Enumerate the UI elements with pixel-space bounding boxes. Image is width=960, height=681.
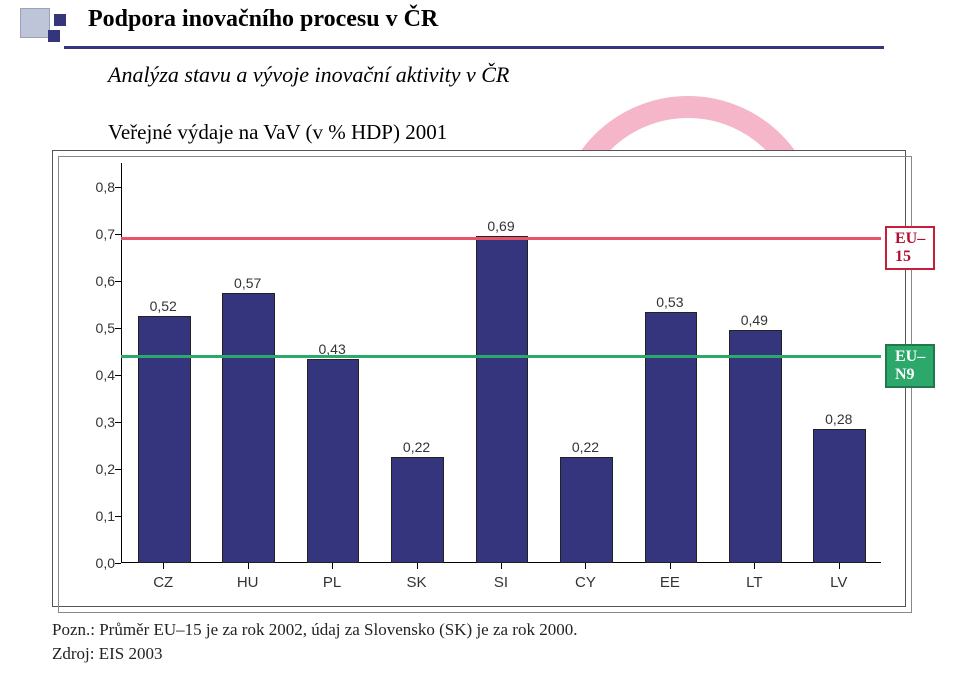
x-tick [670,563,671,569]
x-tick [754,563,755,569]
bar-EE [645,312,698,563]
x-tick-label: LT [746,574,762,591]
reference-label-EU–15: EU–15 [885,226,935,270]
x-tick-label: EE [660,574,680,591]
x-tick-label: LV [830,574,847,591]
reference-label-EU–N9: EU–N9 [885,344,935,388]
bar-value-label: 0,22 [572,439,599,455]
y-tick-label: 0,0 [79,555,115,571]
y-tick-label: 0,1 [79,508,115,524]
bar-value-label: 0,28 [825,411,852,427]
x-tick [332,563,333,569]
bar-SK [391,457,444,563]
chart-plot-area: 0,00,10,20,30,40,50,60,70,80,52CZ0,57HU0… [121,163,881,563]
reference-line-EU–N9 [121,355,881,358]
x-tick-label: CY [575,574,596,591]
y-tick [115,516,121,517]
bar-CY [560,457,613,563]
y-tick-label: 0,4 [79,367,115,383]
x-tick-label: HU [237,574,259,591]
source: Zdroj: EIS 2003 [52,644,163,664]
chart-title: Veřejné výdaje na VaV (v % HDP) 2001 [108,120,447,145]
bar-value-label: 0,69 [487,218,514,234]
y-tick [115,234,121,235]
x-tick-label: SI [494,574,508,591]
reference-line-EU–15 [121,237,881,240]
bar-value-label: 0,52 [150,298,177,314]
bar-LV [813,429,866,563]
bar-LT [729,330,782,563]
deco-square-small-1 [54,14,66,26]
y-tick [115,422,121,423]
page-title: Podpora inovačního procesu v ČR [88,6,438,33]
y-tick-label: 0,8 [79,179,115,195]
y-tick [115,563,121,564]
x-tick-label: PL [323,574,341,591]
x-tick-label: SK [407,574,427,591]
y-tick-label: 0,7 [79,226,115,242]
y-tick-label: 0,2 [79,461,115,477]
subtitle: Analýza stavu a vývoje inovační aktivity… [108,62,509,88]
y-tick [115,469,121,470]
y-tick-label: 0,5 [79,320,115,336]
y-tick-label: 0,3 [79,414,115,430]
bar-HU [222,293,275,563]
chart-frame: 0,0 0,1 0,2 0,3 0,4 0,5 0,6 0,7 0,8 0,52 CZ 0,57 HU 0… [52,150,906,607]
deco-square-large [20,8,50,38]
y-tick [115,281,121,282]
bar-value-label: 0,53 [656,294,683,310]
x-tick [501,563,502,569]
x-tick [163,563,164,569]
x-tick [839,563,840,569]
bar-value-label: 0,57 [234,275,261,291]
x-tick [248,563,249,569]
x-tick-label: CZ [153,574,173,591]
x-tick [585,563,586,569]
bar-PL [307,359,360,563]
x-tick [417,563,418,569]
bar-CZ [138,316,191,563]
bar-value-label: 0,22 [403,439,430,455]
bar-SI [476,236,529,563]
footnote: Pozn.: Průměr EU–15 je za rok 2002, údaj… [52,620,577,640]
y-tick [115,187,121,188]
y-axis [121,163,122,563]
deco-square-small-2 [48,30,60,42]
y-tick-label: 0,6 [79,273,115,289]
bar-value-label: 0,49 [741,312,768,328]
y-tick [115,375,121,376]
title-underline [64,46,884,49]
y-tick [115,328,121,329]
